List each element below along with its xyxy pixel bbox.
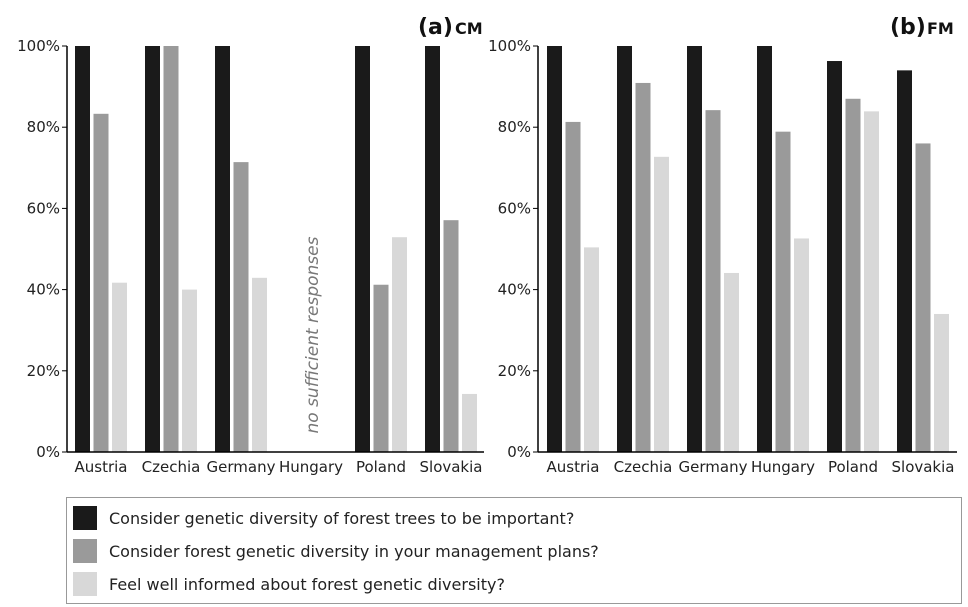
panel-a-bar-czechia-series-3 [182, 289, 197, 452]
panel-b-x-label-germany: Germany [679, 458, 748, 476]
panel-a-bar-czechia-series-1 [145, 46, 160, 452]
legend-swatch-light-gray [73, 572, 97, 596]
legend-item-management-plans: Consider forest genetic diversity in you… [73, 537, 599, 565]
panel-b-bar-hungary-series-2 [775, 131, 791, 452]
panel-b-letter: (b) [890, 15, 926, 40]
panel-b-y-tick-label: 100% [488, 37, 531, 55]
panel-a-y-tick-label: 80% [27, 118, 60, 136]
panel-b-bar-czechia-series-1 [617, 46, 632, 452]
panel-b-bar-slovakia-series-2 [915, 143, 931, 452]
legend-label-well-informed: Feel well informed about forest genetic … [109, 574, 505, 594]
panel-b-name: FM [927, 19, 954, 38]
legend-label-important: Consider genetic diversity of forest tre… [109, 508, 575, 528]
panel-b-bar-poland-series-1 [827, 61, 842, 452]
panel-a-bar-poland-series-2 [373, 284, 389, 452]
panel-a-x-axis-labels: Austria Czechia Germany Hungary Poland Slovak… [75, 458, 483, 476]
panel-a-bar-slovakia-series-1 [425, 46, 440, 452]
legend-swatch-black [73, 506, 97, 530]
panel-b-bar-czechia-series-2 [635, 82, 651, 453]
panel-b-y-tick-label: 40% [498, 281, 531, 299]
panel-b-bar-hungary-series-3 [794, 238, 809, 452]
panel-b-bar-slovakia-series-3 [934, 313, 949, 452]
panel-b-y-tick-label: 0% [507, 443, 531, 461]
panel-a-x-label-hungary: Hungary [279, 458, 343, 476]
legend-label-management-plans: Consider forest genetic diversity in you… [109, 541, 599, 561]
panel-b-bar-austria-series-1 [547, 46, 562, 452]
panel-a-x-label-germany: Germany [207, 458, 276, 476]
panel-b-x-axis-labels: Austria Czechia Germany Hungary Poland Slovak… [547, 458, 955, 476]
panel-a-bars [75, 46, 477, 452]
panel-b-x-label-austria: Austria [547, 458, 600, 476]
panel-b-x-label-czechia: Czechia [614, 458, 673, 476]
panel-b-bar-austria-series-3 [584, 247, 599, 452]
panel-a-bar-slovakia-series-2 [443, 220, 459, 452]
panel-b-bar-czechia-series-3 [654, 156, 669, 452]
panel-b-y-tick-label: 20% [498, 362, 531, 380]
panel-a-y-axis-ticks: 0% 20% 40% 60% 80% 100% [17, 37, 67, 461]
panel-b-bar-germany-series-3 [724, 272, 739, 452]
legend: Consider genetic diversity of forest tre… [66, 497, 962, 604]
panel-a-bar-slovakia-series-3 [462, 393, 477, 452]
panel-a-bar-poland-series-3 [392, 237, 407, 452]
panel-b-bar-poland-series-2 [845, 98, 861, 452]
legend-item-well-informed: Feel well informed about forest genetic … [73, 570, 505, 598]
panel-a-x-label-austria: Austria [75, 458, 128, 476]
panel-b-bar-germany-series-2 [705, 110, 721, 452]
panel-b-y-tick-label: 60% [498, 199, 531, 217]
panel-a-bar-germany-series-3 [252, 277, 267, 452]
panel-b-bar-germany-series-1 [687, 46, 702, 452]
panel-a-name: CM [455, 19, 483, 38]
panel-b-bar-slovakia-series-1 [897, 70, 912, 453]
panel-a-chart: (a) CM 0% 20% 40% 60% 80% 100% Austria Czechia… [17, 15, 484, 476]
panel-a-x-label-czechia: Czechia [142, 458, 201, 476]
panel-a-x-label-slovakia: Slovakia [420, 458, 483, 476]
panel-b-bar-poland-series-3 [864, 111, 879, 452]
panel-a-bar-austria-series-3 [112, 282, 127, 452]
panel-a-y-tick-label: 40% [27, 281, 60, 299]
panel-b-x-label-poland: Poland [828, 458, 878, 476]
panel-a-bar-austria-series-2 [93, 113, 109, 452]
legend-swatch-gray [73, 539, 97, 563]
panel-b-y-axis-ticks: 0% 20% 40% 60% 80% 100% [488, 37, 538, 461]
panel-a-bar-germany-series-1 [215, 46, 230, 452]
panel-a-annotation: no sufficient responses [303, 236, 323, 433]
panel-b-bars [547, 46, 949, 453]
panel-a-y-tick-label: 20% [27, 362, 60, 380]
panel-b-x-label-hungary: Hungary [751, 458, 815, 476]
panel-a-y-tick-label: 100% [17, 37, 60, 55]
panel-a-x-label-poland: Poland [356, 458, 406, 476]
panel-b-y-tick-label: 80% [498, 118, 531, 136]
panel-b-bar-hungary-series-1 [757, 46, 772, 452]
panel-b-x-label-slovakia: Slovakia [892, 458, 955, 476]
panel-b-bar-austria-series-2 [565, 121, 581, 452]
panel-a-bar-czechia-series-2 [163, 46, 179, 452]
panel-a-y-tick-label: 60% [27, 199, 60, 217]
panel-a-bar-austria-series-1 [75, 46, 90, 452]
panel-a-y-tick-label: 0% [36, 443, 60, 461]
panel-b-chart: (b) FM 0% 20% 40% 60% 80% 100% Austria Czechia… [488, 15, 957, 476]
panel-a-bar-poland-series-1 [355, 46, 370, 452]
panel-a-bar-germany-series-2 [233, 162, 249, 452]
panel-a-letter: (a) [418, 15, 453, 40]
legend-item-important: Consider genetic diversity of forest tre… [73, 504, 574, 532]
